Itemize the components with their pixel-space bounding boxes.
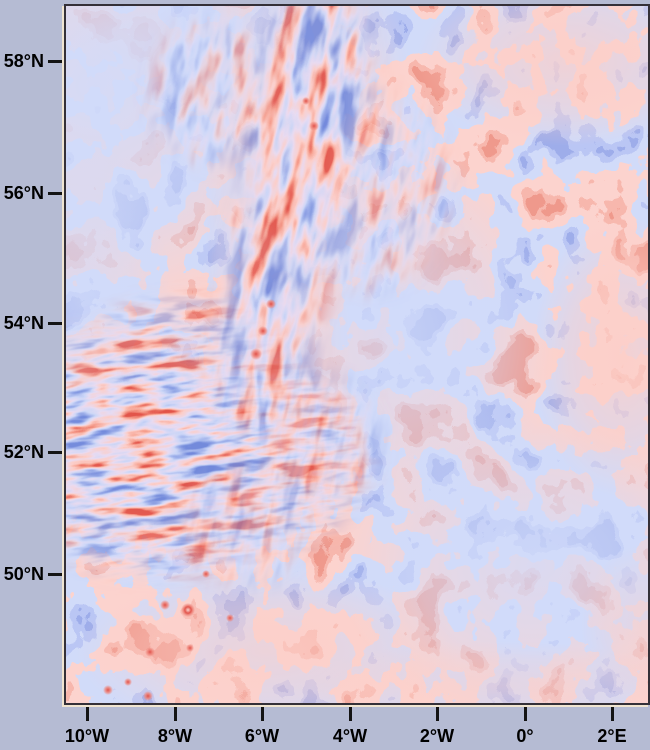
lon-tick: [86, 706, 89, 721]
lat-tick: [48, 192, 64, 195]
lon-tick: [174, 706, 177, 721]
map-plot: [64, 4, 650, 705]
lat-tick-label: 58°N: [3, 51, 44, 71]
lon-tick: [436, 706, 439, 721]
lat-tick-label: 54°N: [3, 313, 44, 333]
lat-tick-label: 50°N: [3, 564, 44, 584]
diagonal-band-layer: [66, 6, 648, 703]
lat-tick: [48, 322, 64, 325]
lon-tick-label: 10°W: [64, 726, 110, 746]
lat-tick: [48, 451, 64, 454]
lon-tick-label: 2°W: [419, 726, 455, 746]
lat-tick: [48, 573, 64, 576]
lon-tick-label: 6°W: [244, 726, 280, 746]
lon-tick: [524, 706, 527, 721]
lat-tick: [48, 60, 64, 63]
field-svg: [66, 6, 648, 703]
lon-tick: [349, 706, 352, 721]
lon-tick-label: 0°: [516, 726, 534, 746]
lon-tick: [611, 706, 614, 721]
lon-tick-label: 2°E: [597, 726, 627, 746]
lat-tick-label: 56°N: [3, 183, 44, 203]
eddy-dots: [103, 97, 319, 701]
lon-tick-label: 8°W: [157, 726, 193, 746]
lon-tick: [261, 706, 264, 721]
lon-tick-label: 4°W: [332, 726, 368, 746]
lat-tick-label: 52°N: [3, 442, 44, 462]
